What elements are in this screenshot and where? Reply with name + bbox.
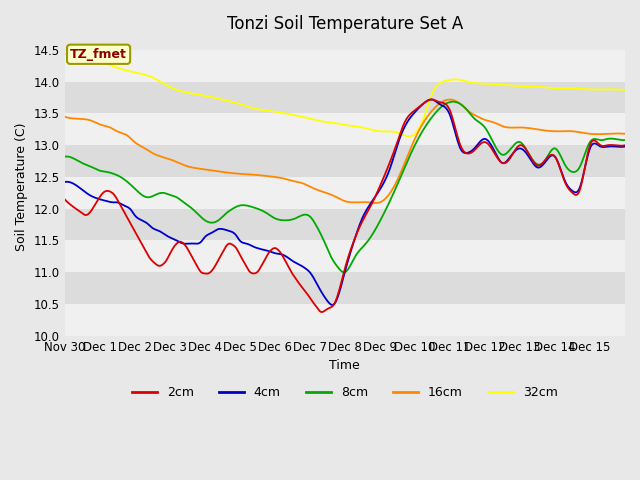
Bar — [65, 145, 625, 177]
Bar — [65, 304, 625, 336]
Bar — [65, 50, 625, 82]
Legend: 2cm, 4cm, 8cm, 16cm, 32cm: 2cm, 4cm, 8cm, 16cm, 32cm — [127, 381, 563, 404]
Bar — [65, 209, 625, 240]
Bar — [65, 240, 625, 272]
Bar — [65, 113, 625, 145]
Bar — [65, 82, 625, 113]
Bar — [65, 272, 625, 304]
Title: Tonzi Soil Temperature Set A: Tonzi Soil Temperature Set A — [227, 15, 463, 33]
Y-axis label: Soil Temperature (C): Soil Temperature (C) — [15, 122, 28, 251]
Bar — [65, 177, 625, 209]
Text: TZ_fmet: TZ_fmet — [70, 48, 127, 61]
X-axis label: Time: Time — [330, 359, 360, 372]
